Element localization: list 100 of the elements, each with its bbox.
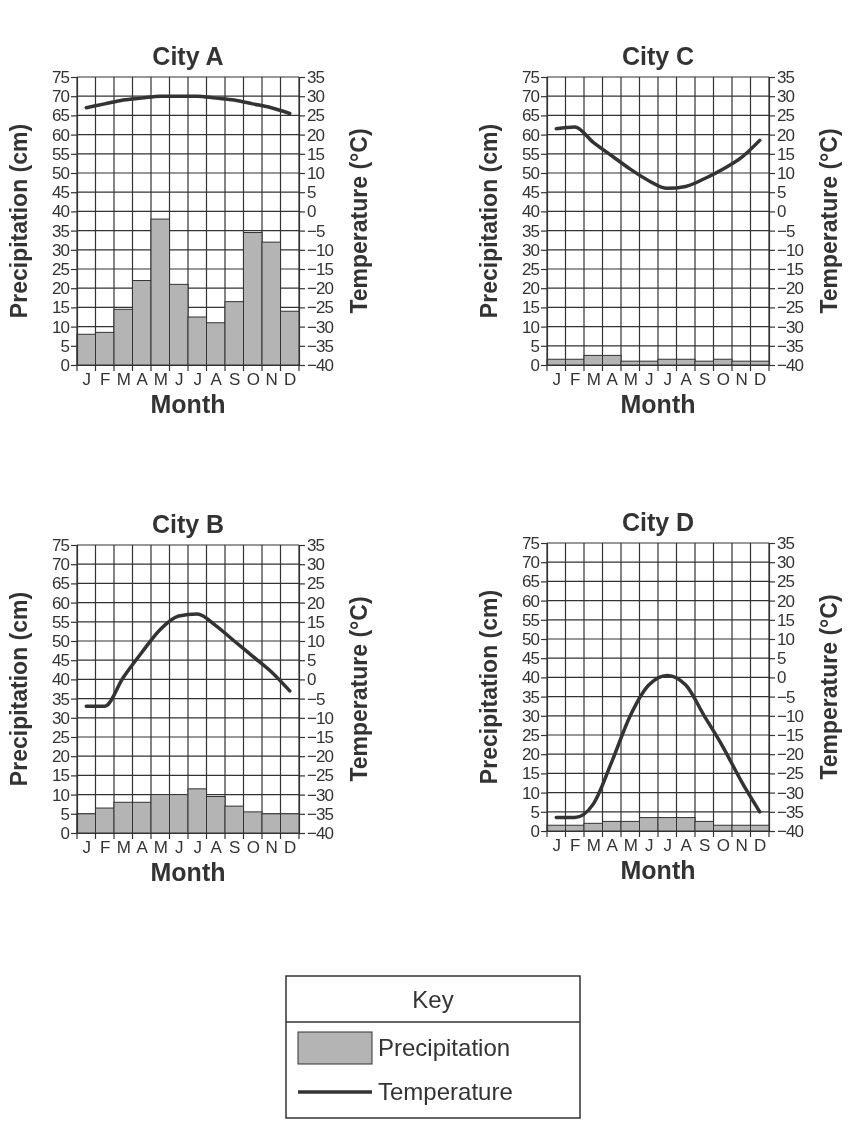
x-tick-label: M (116, 370, 131, 390)
y2-tick-label: −15 (307, 259, 334, 279)
x-tick-label: S (229, 370, 241, 390)
x-tick-label: J (193, 838, 202, 858)
x-tick-label: J (175, 838, 184, 858)
y2-tick-label: −20 (307, 747, 334, 767)
y2-tick-label: −40 (777, 355, 804, 375)
y2-tick-label: 25 (777, 106, 795, 126)
y2-tick-label: −15 (777, 725, 804, 745)
y2-tick-label: −40 (307, 355, 334, 375)
x-axis-title: Month (150, 390, 226, 418)
y-tick-label: 5 (530, 802, 540, 822)
x-tick-label: N (265, 838, 278, 858)
x-tick-label: O (716, 836, 730, 856)
y2-tick-label: 30 (307, 87, 325, 107)
y-tick-label: 45 (522, 649, 540, 669)
y-tick-label: 45 (52, 651, 70, 671)
y-tick-label: 65 (522, 572, 540, 592)
x-tick-label: F (570, 836, 581, 856)
x-tick-label: S (229, 838, 241, 858)
y-tick-label: 75 (52, 535, 70, 555)
y2-axis-title: Temperature (°C) (346, 128, 372, 314)
y2-tick-label: 10 (777, 163, 795, 183)
y-tick-label: 50 (522, 163, 540, 183)
x-tick-label: M (586, 836, 601, 856)
y-tick-label: 20 (52, 279, 70, 299)
y2-tick-label: 5 (777, 183, 786, 203)
y2-tick-label: 15 (777, 144, 795, 164)
y2-tick-label: 10 (307, 163, 325, 183)
y-tick-label: 55 (52, 144, 70, 164)
y2-tick-label: 35 (307, 535, 325, 555)
y2-tick-label: −20 (307, 279, 334, 299)
y-tick-label: 15 (52, 766, 70, 786)
y-tick-label: 15 (522, 764, 540, 784)
y-tick-label: 60 (52, 125, 70, 145)
y2-tick-label: 30 (777, 87, 795, 107)
x-tick-label: A (136, 370, 149, 390)
x-tick-label: F (100, 838, 111, 858)
y2-tick-label: 25 (777, 572, 795, 592)
y2-tick-label: −10 (777, 240, 804, 260)
y-tick-label: 20 (522, 279, 540, 299)
x-tick-label: F (100, 370, 111, 390)
y2-tick-label: 5 (307, 183, 316, 203)
y2-tick-label: 35 (777, 533, 795, 553)
y-tick-label: 70 (52, 87, 70, 107)
y-tick-label: 15 (522, 298, 540, 318)
x-axis-title: Month (150, 858, 226, 886)
y-axis-title: Precipitation (cm) (6, 123, 32, 319)
x-tick-label: M (586, 370, 601, 390)
y-tick-label: 65 (522, 106, 540, 126)
y2-tick-label: −5 (777, 221, 795, 241)
y2-tick-label: 0 (307, 202, 316, 222)
x-tick-label: A (210, 370, 223, 390)
y2-tick-label: −30 (307, 317, 334, 337)
y2-tick-label: 0 (777, 668, 786, 688)
x-tick-label: M (153, 838, 168, 858)
x-tick-label: J (663, 836, 672, 856)
y-tick-label: 75 (522, 533, 540, 553)
y-tick-label: 20 (522, 745, 540, 765)
y2-tick-label: −25 (777, 298, 804, 318)
legend-title: Key (412, 986, 454, 1013)
x-tick-label: J (645, 370, 654, 390)
y-tick-label: 10 (522, 317, 540, 337)
y2-tick-label: −15 (777, 259, 804, 279)
y-tick-label: 70 (522, 553, 540, 573)
x-tick-label: J (82, 838, 91, 858)
y2-tick-label: −25 (307, 298, 334, 318)
y-tick-label: 40 (52, 202, 70, 222)
y2-tick-label: 10 (307, 631, 325, 651)
y2-tick-label: −5 (777, 687, 795, 707)
y-tick-label: 75 (522, 67, 540, 87)
y-tick-label: 55 (522, 144, 540, 164)
y-tick-label: 10 (52, 785, 70, 805)
x-tick-label: O (716, 370, 730, 390)
x-tick-label: N (735, 836, 748, 856)
chart-title: City C (621, 42, 695, 70)
y-tick-label: 10 (52, 317, 70, 337)
x-tick-label: A (606, 370, 619, 390)
y2-tick-label: −40 (777, 821, 804, 841)
x-tick-label: N (265, 370, 278, 390)
x-tick-label: S (699, 370, 711, 390)
x-tick-label: A (136, 838, 149, 858)
y-tick-label: 0 (60, 355, 70, 375)
x-tick-label: A (210, 838, 223, 858)
legend-label: Temperature (378, 1078, 513, 1105)
x-tick-label: S (699, 836, 711, 856)
y-tick-label: 65 (52, 106, 70, 126)
x-tick-label: M (623, 370, 638, 390)
x-tick-label: M (153, 370, 168, 390)
y2-tick-label: −25 (307, 766, 334, 786)
y2-tick-label: 25 (307, 106, 325, 126)
y-axis-title: Precipitation (cm) (6, 591, 32, 787)
y-tick-label: 50 (522, 629, 540, 649)
y2-tick-label: 20 (777, 125, 795, 145)
y-tick-label: 75 (52, 67, 70, 87)
y2-tick-label: 20 (307, 593, 325, 613)
x-tick-label: A (606, 836, 619, 856)
y2-tick-label: 35 (777, 67, 795, 87)
y2-tick-label: −35 (307, 336, 334, 356)
y-tick-label: 60 (522, 125, 540, 145)
